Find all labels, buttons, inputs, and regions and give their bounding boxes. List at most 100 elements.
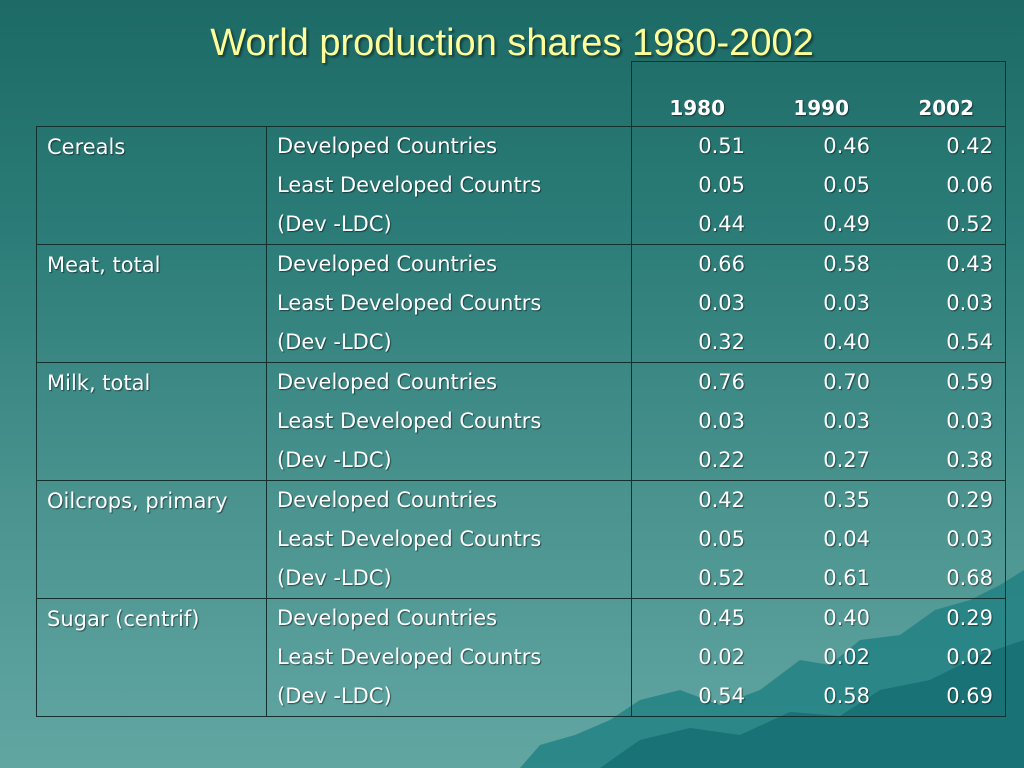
share-value-2002: 0.29 <box>946 606 993 630</box>
share-value-1980: 0.76 <box>698 370 745 394</box>
share-value-1990: 0.46 <box>823 134 870 158</box>
share-value-1990: 0.03 <box>823 409 870 433</box>
share-value-2002: 0.54 <box>946 330 993 354</box>
share-value-1990: 0.58 <box>823 252 870 276</box>
table-header-row: 1980 1990 2002 <box>37 61 1006 127</box>
share-value-2002: 0.06 <box>946 173 993 197</box>
commodity-cell: Sugar (centrif) <box>36 598 267 717</box>
share-value-2002: 0.43 <box>946 252 993 276</box>
table-body: Cereals Developed Countries Least Develope… <box>36 126 1006 717</box>
share-value-2002: 0.52 <box>946 212 993 236</box>
share-value-2002: 0.29 <box>946 488 993 512</box>
value-line: 0.76 0.70 0.59 <box>632 363 1005 402</box>
share-value-1980: 0.05 <box>698 173 745 197</box>
share-value-2002: 0.69 <box>946 684 993 708</box>
share-value-2002: 0.03 <box>946 291 993 315</box>
value-line: 0.05 0.05 0.06 <box>632 166 1005 205</box>
share-value-1990: 0.04 <box>823 527 870 551</box>
country-group-label: Least Developed Countrs <box>277 527 542 551</box>
values-cell: 0.45 0.40 0.29 0.02 0.02 0.02 0.54 0.58 0.69 <box>631 598 1006 717</box>
share-value-1990: 0.70 <box>823 370 870 394</box>
share-value-2002: 0.03 <box>946 409 993 433</box>
share-value-1990: 0.27 <box>823 448 870 472</box>
share-value-1980: 0.51 <box>698 134 745 158</box>
country-group-cell: Developed Countries Least Developed Count… <box>266 598 632 717</box>
table-row: Meat, total Developed Countries Least Deve… <box>36 244 1006 363</box>
share-value-2002: 0.68 <box>946 566 993 590</box>
values-cell: 0.42 0.35 0.29 0.05 0.04 0.03 0.52 0.61 0.68 <box>631 480 1006 599</box>
header-blank <box>37 62 632 127</box>
country-group-label: (Dev -LDC) <box>277 330 392 354</box>
value-line: 0.54 0.58 0.69 <box>632 677 1005 716</box>
country-group-label: Developed Countries <box>277 252 498 276</box>
value-line: 0.51 0.46 0.42 <box>632 127 1005 166</box>
value-line: 0.44 0.49 0.52 <box>632 205 1005 244</box>
country-group-label: Least Developed Countrs <box>277 173 542 197</box>
table-row: Milk, total Developed Countries Least Deve… <box>36 362 1006 481</box>
share-value-2002: 0.42 <box>946 134 993 158</box>
country-group-label: Developed Countries <box>277 134 498 158</box>
values-cell: 0.76 0.70 0.59 0.03 0.03 0.03 0.22 0.27 0.38 <box>631 362 1006 481</box>
share-value-1980: 0.66 <box>698 252 745 276</box>
share-value-1980: 0.03 <box>698 409 745 433</box>
table-row: Sugar (centrif) Developed Countries Least … <box>36 598 1006 717</box>
values-cell: 0.51 0.46 0.42 0.05 0.05 0.06 0.44 0.49 0.52 <box>631 126 1006 245</box>
share-value-1980: 0.45 <box>698 606 745 630</box>
share-value-1980: 0.22 <box>698 448 745 472</box>
share-value-1980: 0.32 <box>698 330 745 354</box>
commodity-cell: Oilcrops, primary <box>36 480 267 599</box>
country-group-cell: Developed Countries Least Developed Count… <box>266 480 632 599</box>
share-value-1980: 0.02 <box>698 645 745 669</box>
year-header-2002: 2002 <box>918 96 974 120</box>
share-value-1980: 0.03 <box>698 291 745 315</box>
value-line: 0.66 0.58 0.43 <box>632 245 1005 284</box>
year-header-1990: 1990 <box>793 96 849 120</box>
country-group-label: Least Developed Countrs <box>277 645 542 669</box>
share-value-1990: 0.61 <box>823 566 870 590</box>
value-line: 0.03 0.03 0.03 <box>632 284 1005 323</box>
share-value-1980: 0.52 <box>698 566 745 590</box>
country-group-label: (Dev -LDC) <box>277 684 392 708</box>
share-value-1990: 0.58 <box>823 684 870 708</box>
value-line: 0.05 0.04 0.03 <box>632 520 1005 559</box>
commodity-cell: Meat, total <box>36 244 267 363</box>
commodity-cell: Milk, total <box>36 362 267 481</box>
share-value-2002: 0.38 <box>946 448 993 472</box>
country-group-label: (Dev -LDC) <box>277 448 392 472</box>
share-value-1990: 0.35 <box>823 488 870 512</box>
values-cell: 0.66 0.58 0.43 0.03 0.03 0.03 0.32 0.40 0.54 <box>631 244 1006 363</box>
country-group-label: Least Developed Countrs <box>277 291 542 315</box>
value-line: 0.52 0.61 0.68 <box>632 559 1005 598</box>
table-row: Oilcrops, primary Developed Countries Leas… <box>36 480 1006 599</box>
commodity-cell: Cereals <box>36 126 267 245</box>
share-value-1990: 0.05 <box>823 173 870 197</box>
country-group-label: Developed Countries <box>277 606 498 630</box>
share-value-2002: 0.02 <box>946 645 993 669</box>
country-group-cell: Developed Countries Least Developed Count… <box>266 362 632 481</box>
share-value-1990: 0.40 <box>823 606 870 630</box>
table-row: Cereals Developed Countries Least Develope… <box>36 126 1006 245</box>
year-header-1980: 1980 <box>669 96 725 120</box>
share-value-1990: 0.49 <box>823 212 870 236</box>
share-value-1980: 0.54 <box>698 684 745 708</box>
share-value-1980: 0.42 <box>698 488 745 512</box>
value-line: 0.22 0.27 0.38 <box>632 441 1005 480</box>
value-line: 0.02 0.02 0.02 <box>632 638 1005 677</box>
country-group-cell: Developed Countries Least Developed Count… <box>266 244 632 363</box>
country-group-label: (Dev -LDC) <box>277 566 392 590</box>
share-value-1990: 0.02 <box>823 645 870 669</box>
production-shares-table: 1980 1990 2002 Cereals Developed Countrie… <box>36 61 1006 717</box>
country-group-label: Developed Countries <box>277 370 498 394</box>
share-value-1980: 0.44 <box>698 212 745 236</box>
value-line: 0.03 0.03 0.03 <box>632 402 1005 441</box>
country-group-cell: Developed Countries Least Developed Count… <box>266 126 632 245</box>
share-value-2002: 0.59 <box>946 370 993 394</box>
year-header: 1980 1990 2002 <box>631 61 1006 127</box>
slide-title: World production shares 1980-2002 <box>210 22 814 64</box>
share-value-1980: 0.05 <box>698 527 745 551</box>
value-line: 0.32 0.40 0.54 <box>632 323 1005 362</box>
share-value-1990: 0.03 <box>823 291 870 315</box>
share-value-1990: 0.40 <box>823 330 870 354</box>
country-group-label: Least Developed Countrs <box>277 409 542 433</box>
